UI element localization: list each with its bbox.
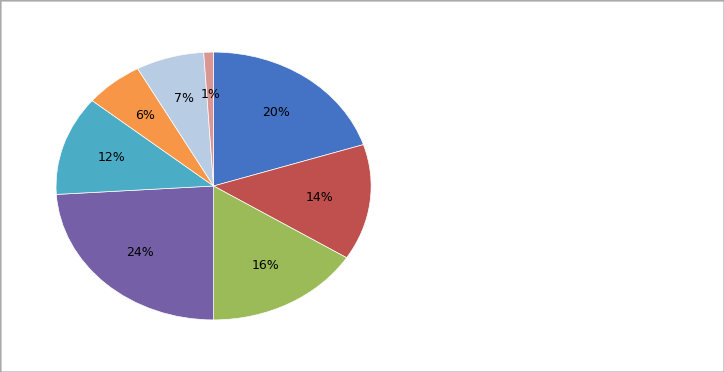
Wedge shape <box>92 69 214 186</box>
Wedge shape <box>56 101 214 195</box>
Text: 24%: 24% <box>127 246 154 259</box>
Legend: Usia 20-25 tahun, Usia 26-31 tahun, Usia 32-37 tahun, Usia 38-43 tahun, Usia 44-: Usia 20-25 tahun, Usia 26-31 tahun, Usia… <box>419 103 571 269</box>
Text: 7%: 7% <box>174 92 194 105</box>
Wedge shape <box>138 52 214 186</box>
Wedge shape <box>214 186 347 320</box>
Text: 1%: 1% <box>201 89 220 102</box>
Wedge shape <box>56 186 214 320</box>
Text: 12%: 12% <box>98 151 125 164</box>
Text: 14%: 14% <box>306 191 334 204</box>
Text: 6%: 6% <box>135 109 155 122</box>
Wedge shape <box>214 145 371 258</box>
Text: 20%: 20% <box>263 106 290 119</box>
Wedge shape <box>214 52 363 186</box>
Wedge shape <box>203 52 214 186</box>
Text: 16%: 16% <box>251 259 279 272</box>
